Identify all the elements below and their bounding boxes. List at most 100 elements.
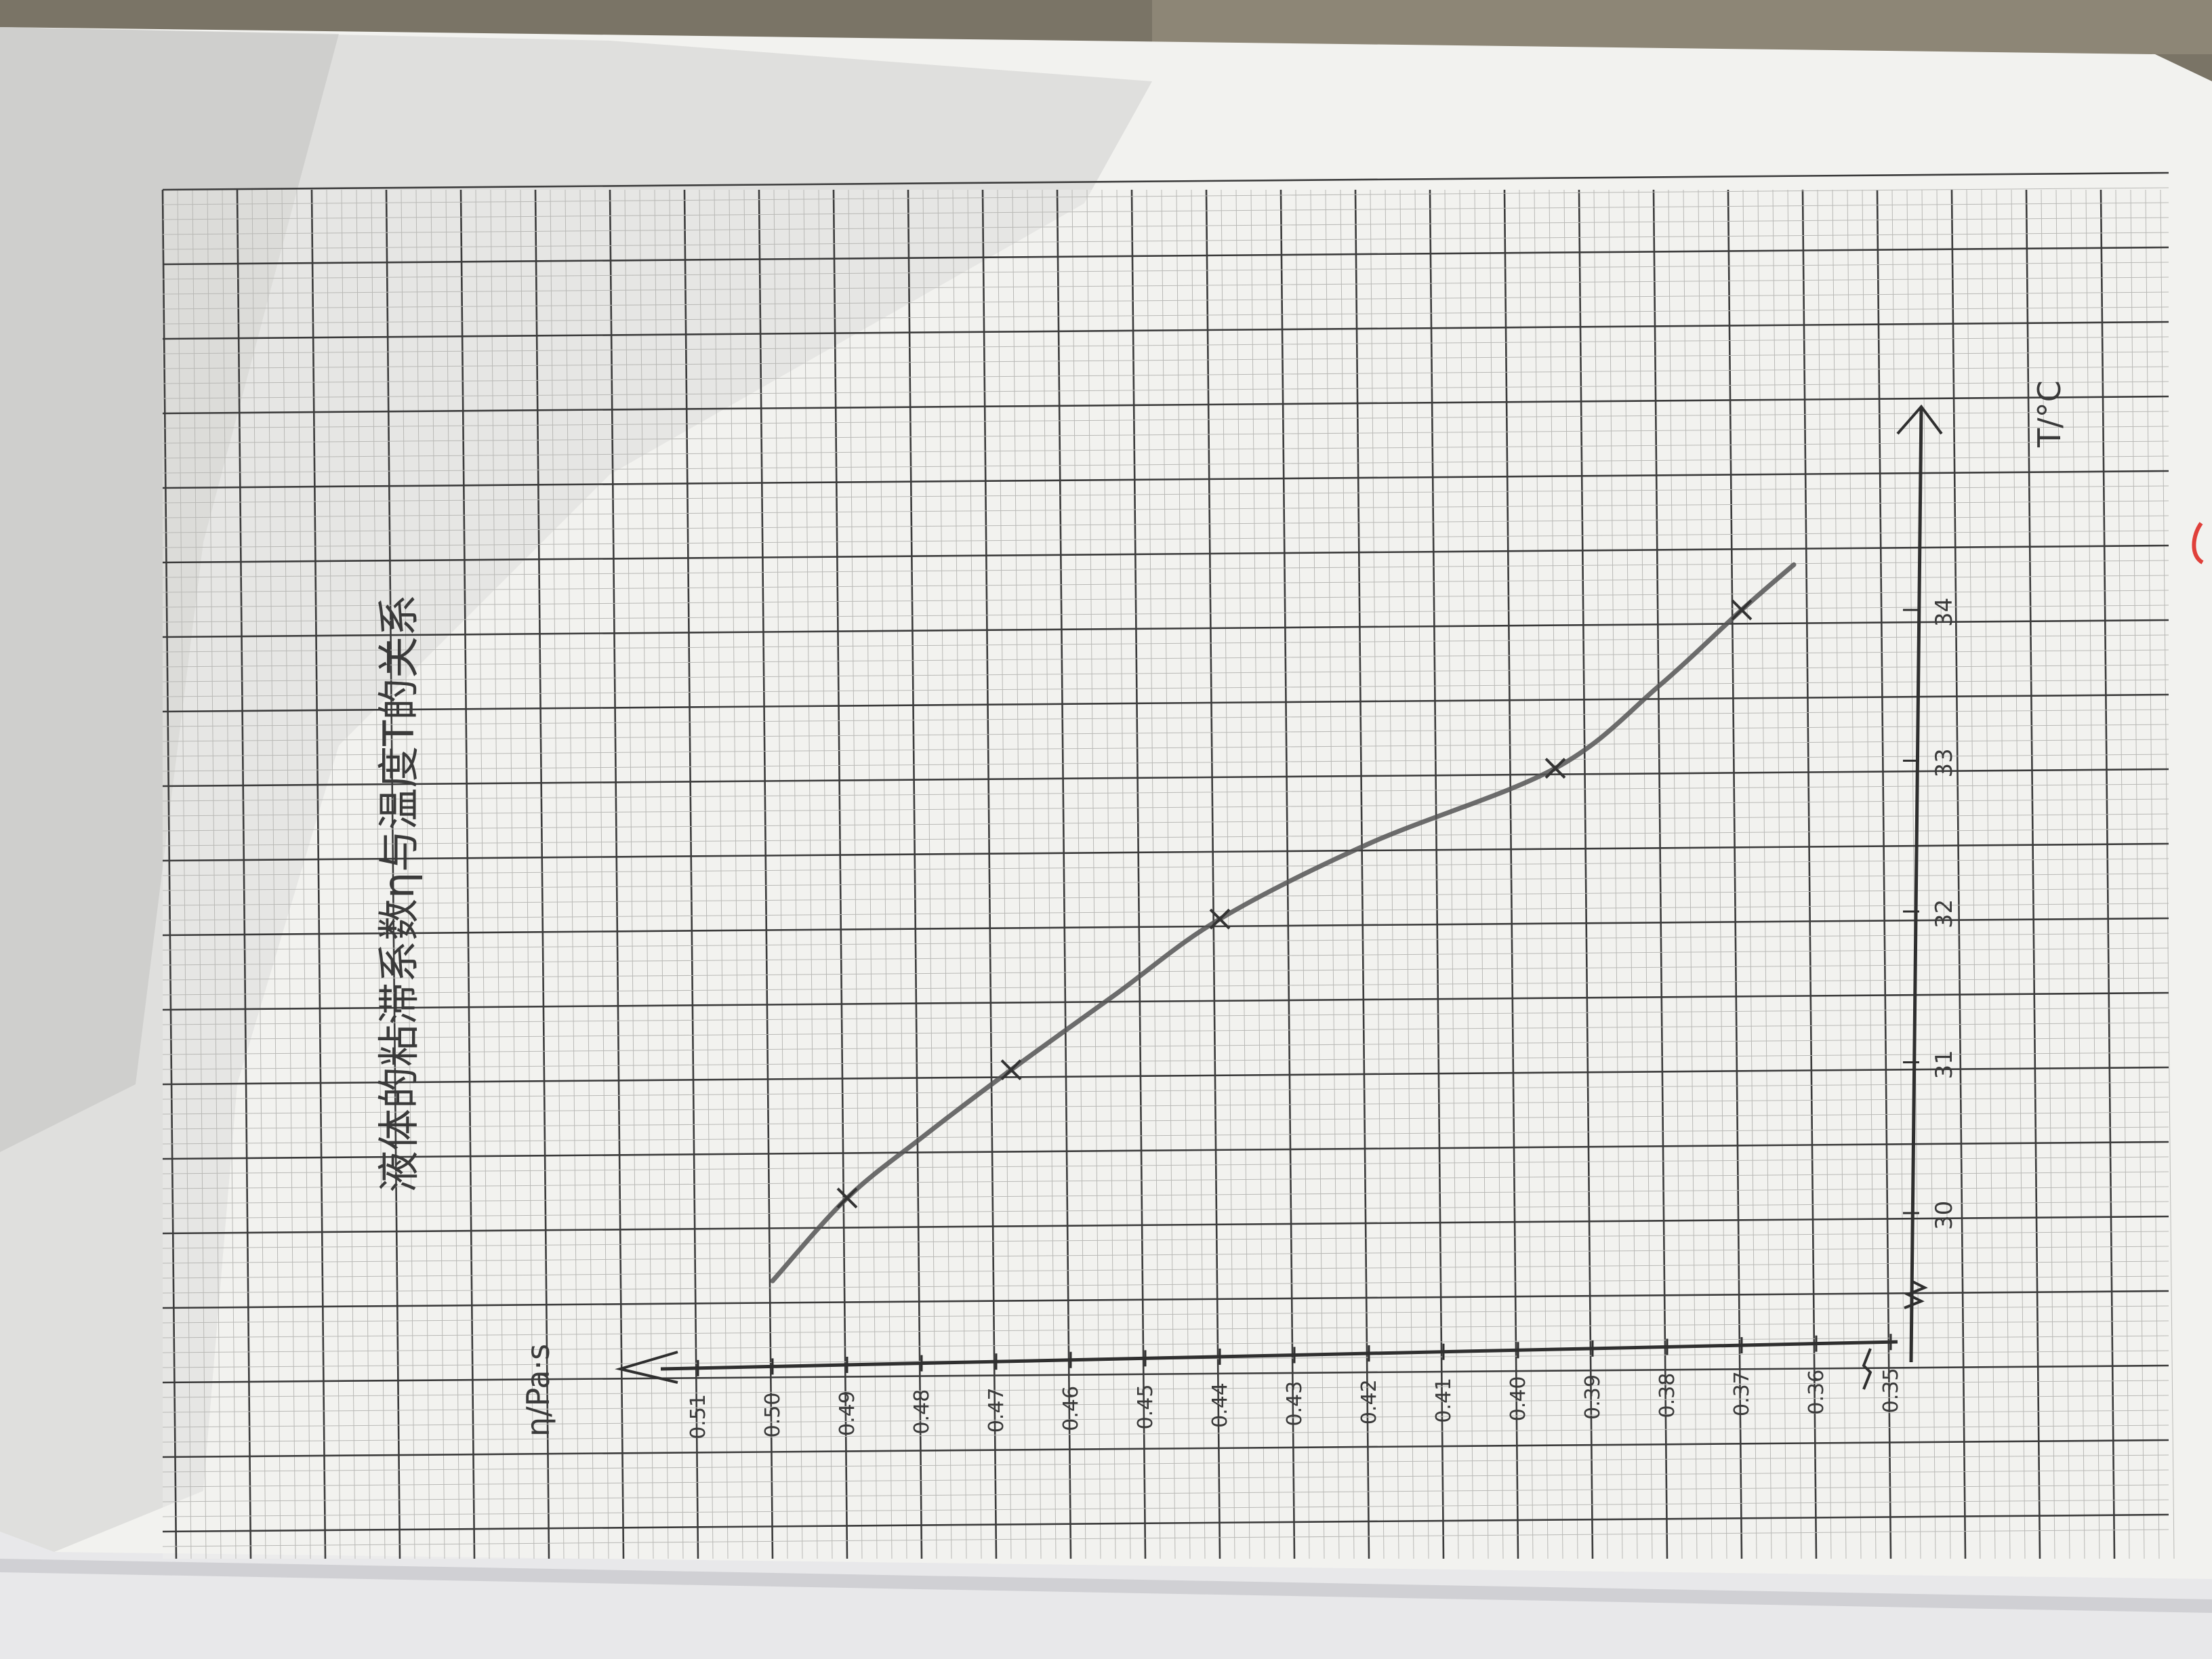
data-point [836,1187,858,1209]
grid-line-minor [1936,189,1951,1559]
grid-line-minor [162,649,2169,668]
grid-line-minor [207,189,222,1559]
grid-line-minor [251,189,266,1559]
y-tick-label: 0.50 [761,1393,785,1438]
grid-line-major [162,544,2169,564]
y-tick-label: 0.41 [1432,1378,1456,1423]
grid-line-minor [2160,189,2175,1559]
x-axis-arrow [1896,404,1943,435]
grid-line-major [1652,189,1668,1559]
grid-line-minor [848,189,863,1559]
grid-line-minor [1563,189,1578,1559]
grid-line-minor [2145,189,2160,1559]
grid-line-major [162,1290,2169,1309]
y-tick-label: 0.43 [1283,1381,1307,1427]
grid-line-minor [162,858,2169,876]
x-tick-label: 32 [1931,899,1958,928]
grid-line-minor [565,189,579,1559]
grid-layer [161,171,2175,1559]
grid-line-minor [1086,189,1101,1559]
grid-line-minor [162,1126,2169,1145]
grid-line-minor [162,813,2169,832]
grid-line-minor [520,189,535,1559]
grid-line-minor [714,189,729,1559]
grid-line-major [162,1364,2169,1384]
grid-line-major [1279,189,1296,1559]
y-tick-label: 0.36 [1805,1370,1828,1415]
grid-line-major [1130,189,1147,1559]
grid-line-minor [401,189,415,1559]
y-tick-label: 0.35 [1879,1368,1903,1413]
grid-line-major [758,189,774,1559]
grid-line-minor [1444,189,1459,1559]
grid-line-minor [162,873,2169,891]
grid-line-minor [893,189,907,1559]
grid-line-minor [162,724,2169,742]
grid-line-minor [1340,189,1355,1559]
grid-line-minor [162,1529,2169,1547]
grid-line-minor [162,1246,2169,1264]
grid-line-minor [624,189,639,1559]
grid-line-minor [743,189,758,1559]
grid-line-major [683,189,699,1559]
grid-line-minor [773,189,788,1559]
x-tick-label: 34 [1931,598,1958,627]
grid-line-minor [162,828,2169,846]
grid-line-minor [2041,189,2055,1559]
grid-line-minor [162,1007,2169,1025]
grid-line-minor [1698,189,1713,1559]
grid-line-minor [415,189,430,1559]
y-tick-label: 0.37 [1730,1371,1754,1416]
grid-line-minor [162,754,2169,772]
grid-line-minor [162,1261,2169,1279]
grid-line-major [162,246,2169,266]
grid-line-minor [550,189,565,1559]
grid-line-major [162,768,2169,787]
grid-line-minor [162,381,2169,399]
grid-line-minor [162,1201,2169,1219]
grid-line-minor [162,515,2169,533]
series-line [770,562,1797,1284]
grid-line-minor [505,189,520,1559]
grid-line-minor [1772,189,1787,1559]
grid-line-minor [162,291,2169,310]
data-point [1209,908,1231,930]
grid-line-minor [162,411,2169,429]
y-tick-label: 0.44 [1208,1382,1232,1428]
grid-line-minor [162,441,2169,459]
y-axis-label: η/Pa·s [520,1344,556,1437]
grid-paper [163,190,2169,1559]
grid-line-major [162,1439,2169,1458]
grid-line-minor [162,306,2169,325]
grid-line-minor [162,1022,2169,1040]
grid-line-minor [1250,189,1265,1559]
grid-line-minor [1847,189,1862,1559]
grid-line-minor [162,1425,2169,1443]
grid-line-minor [1608,189,1623,1559]
grid-line-minor [162,962,2169,981]
grid-line-minor [162,336,2169,354]
grid-line-minor [1757,189,1772,1559]
grid-line-minor [1221,189,1235,1559]
grid-line-minor [579,189,594,1559]
grid-line-minor [162,1171,2169,1189]
grid-line-minor [162,590,2169,608]
grid-line-minor [1101,189,1116,1559]
grid-line-minor [1817,189,1832,1559]
grid-line-minor [162,1320,2169,1338]
y-tick-label: 0.42 [1357,1379,1381,1425]
grid-line-minor [162,1380,2169,1398]
grid-line-major [162,1215,2169,1235]
curve-layer [770,562,1797,1284]
grid-line-major [162,1066,2169,1086]
grid-line-minor [937,189,952,1559]
y-tick-label: 0.45 [1134,1385,1158,1430]
grid-line-minor [2130,189,2145,1559]
grid-line-minor [1966,189,1981,1559]
grid-line-minor [162,888,2169,906]
grid-line-minor [162,366,2169,384]
grid-line-minor [162,1484,2169,1502]
grid-line-minor [162,739,2169,757]
grid-line-minor [1623,189,1638,1559]
grid-line-minor [162,575,2169,593]
